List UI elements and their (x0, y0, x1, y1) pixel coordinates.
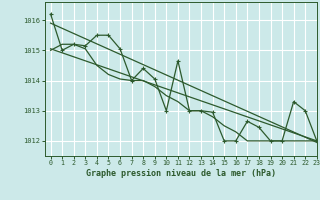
X-axis label: Graphe pression niveau de la mer (hPa): Graphe pression niveau de la mer (hPa) (86, 169, 276, 178)
